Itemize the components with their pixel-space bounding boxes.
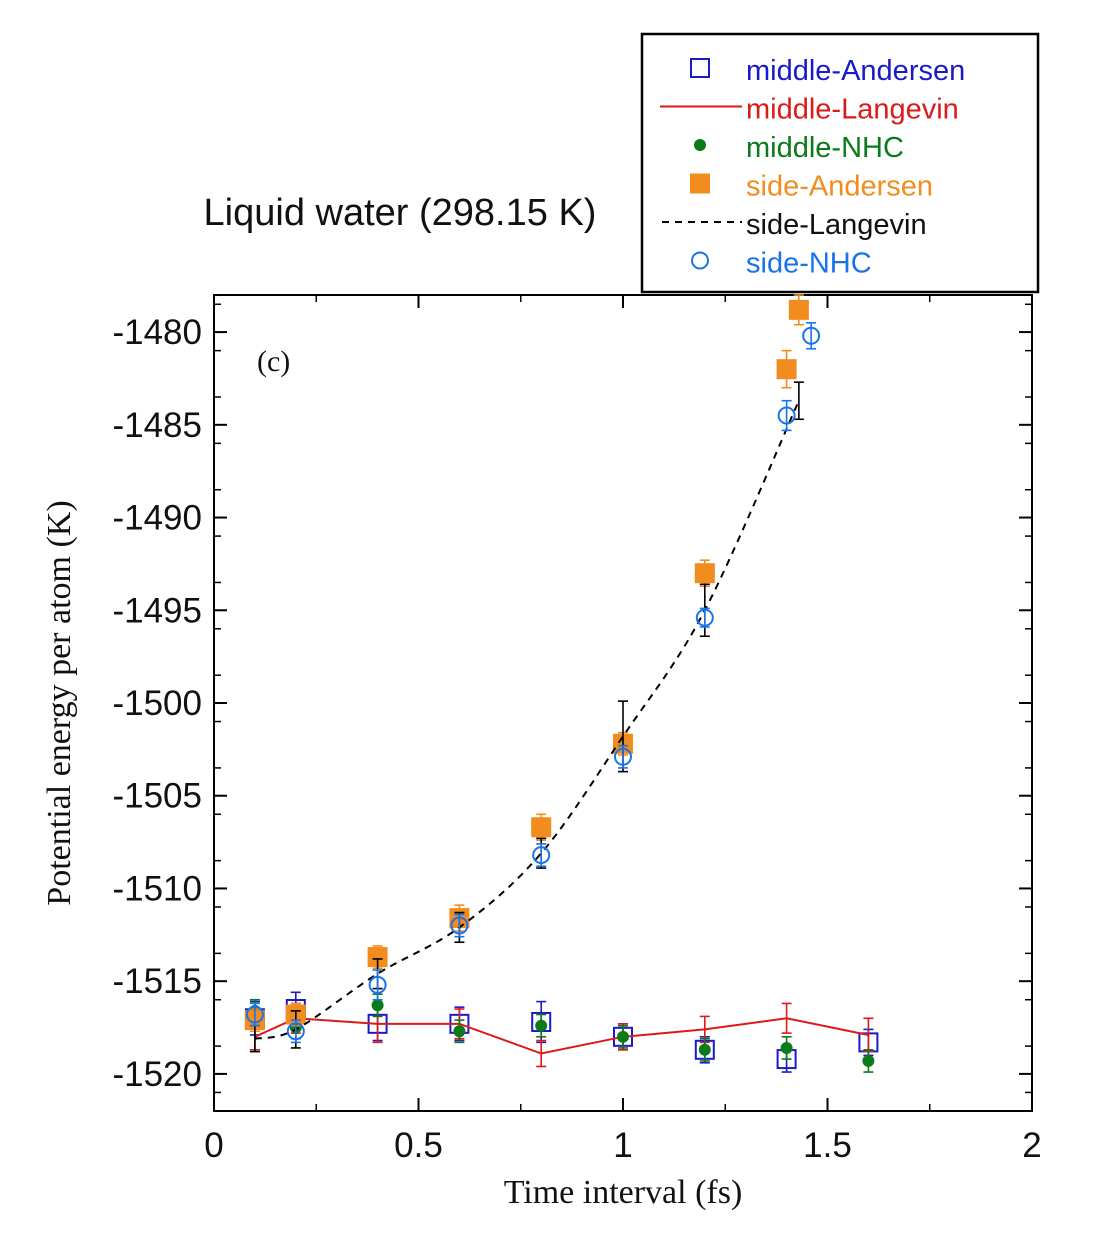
legend-symbol — [690, 58, 710, 78]
middle-nhc-point — [698, 1043, 711, 1056]
side-nhc-point — [286, 1022, 305, 1041]
legend-item-side-nhc: side-NHC — [691, 248, 872, 280]
x-tick-label: 1.5 — [803, 1126, 852, 1165]
legend-label: side-Andersen — [746, 171, 933, 203]
side-nhc-error-bar — [699, 607, 710, 628]
legend-item-middle-andersen: middle-Andersen — [690, 55, 965, 87]
side-andersen-point — [367, 947, 388, 968]
y-tick-label: -1500 — [112, 684, 202, 723]
legend-label: middle-Langevin — [746, 94, 959, 126]
side-nhc-point — [777, 406, 796, 425]
side-andersen-point — [531, 817, 552, 838]
side-nhc-point — [802, 326, 821, 345]
side-nhc-error-bar — [372, 969, 383, 1001]
legend-item-middle-langevin: middle-Langevin — [660, 94, 959, 126]
middle-nhc-point — [453, 1025, 466, 1038]
legend-label: middle-NHC — [746, 132, 904, 164]
x-axis-label: Time interval (fs) — [504, 1174, 743, 1211]
legend-item-side-andersen: side-Andersen — [690, 171, 933, 203]
series-side-langevin — [249, 381, 804, 1053]
legend-item-side-langevin: side-Langevin — [662, 209, 927, 241]
y-tick-label: -1515 — [112, 962, 202, 1001]
legend-label: middle-Andersen — [746, 55, 965, 87]
x-tick-label: 1 — [613, 1126, 632, 1165]
series-middle-nhc — [248, 993, 875, 1073]
middle-langevin-error-bar — [536, 1039, 547, 1068]
side-nhc-point — [450, 916, 469, 935]
legend: middle-Andersen middle-Langevin middle-NHC… — [640, 32, 1040, 294]
legend-item-middle-nhc: middle-NHC — [694, 132, 904, 164]
y-tick-label: -1480 — [112, 313, 202, 352]
side-langevin-line — [254, 400, 800, 1040]
side-nhc-error-bar — [781, 399, 792, 432]
y-tick-label: -1495 — [112, 591, 202, 630]
middle-nhc-point — [371, 999, 384, 1012]
side-nhc-point — [368, 975, 387, 994]
series-layer — [244, 294, 879, 1073]
side-nhc-point — [245, 1005, 264, 1024]
middle-nhc-point — [862, 1054, 875, 1067]
middle-langevin-error-bar — [781, 1002, 792, 1034]
y-tick-label: -1510 — [112, 869, 202, 908]
legend-symbol — [690, 173, 710, 194]
side-andersen-point — [694, 563, 715, 584]
x-tick-label: 2 — [1022, 1126, 1041, 1165]
y-tick-label: -1520 — [112, 1055, 202, 1094]
side-nhc-error-bar — [806, 322, 817, 350]
middle-nhc-point — [617, 1030, 629, 1043]
side-andersen-point — [776, 359, 797, 380]
middle-nhc-point — [780, 1041, 793, 1054]
legend-symbol — [691, 251, 709, 270]
series-side-andersen — [244, 294, 809, 1033]
side-nhc-point — [614, 747, 632, 766]
y-tick-label: -1485 — [112, 406, 202, 445]
side-nhc-point — [532, 846, 551, 865]
y-tick-label: -1505 — [112, 777, 202, 816]
chart-title: Liquid water (298.15 K) — [204, 192, 597, 234]
legend-label: side-NHC — [746, 248, 872, 280]
middle-langevin-line — [254, 1017, 869, 1055]
x-tick-label: 0 — [204, 1126, 223, 1165]
legend-label: side-Langevin — [746, 209, 927, 241]
side-andersen-point — [788, 299, 809, 320]
side-langevin-error-bar — [793, 381, 804, 421]
series-middle-langevin — [249, 1002, 874, 1068]
axes: 0 0.5 1 1.5 2 -1480 -1485 -1490 -1495 -1500 -1505 -… — [112, 295, 1042, 1165]
middle-nhc-point — [535, 1019, 548, 1032]
y-tick-label: -1490 — [112, 499, 202, 538]
y-axis-label: Potential energy per atom (K) — [41, 500, 78, 905]
x-tick-label: 0.5 — [394, 1126, 443, 1165]
series-side-nhc — [245, 322, 821, 1044]
legend-symbol — [694, 139, 706, 151]
side-nhc-point — [695, 608, 714, 627]
panel-label: (c) — [257, 345, 290, 378]
series-middle-andersen — [244, 991, 879, 1073]
